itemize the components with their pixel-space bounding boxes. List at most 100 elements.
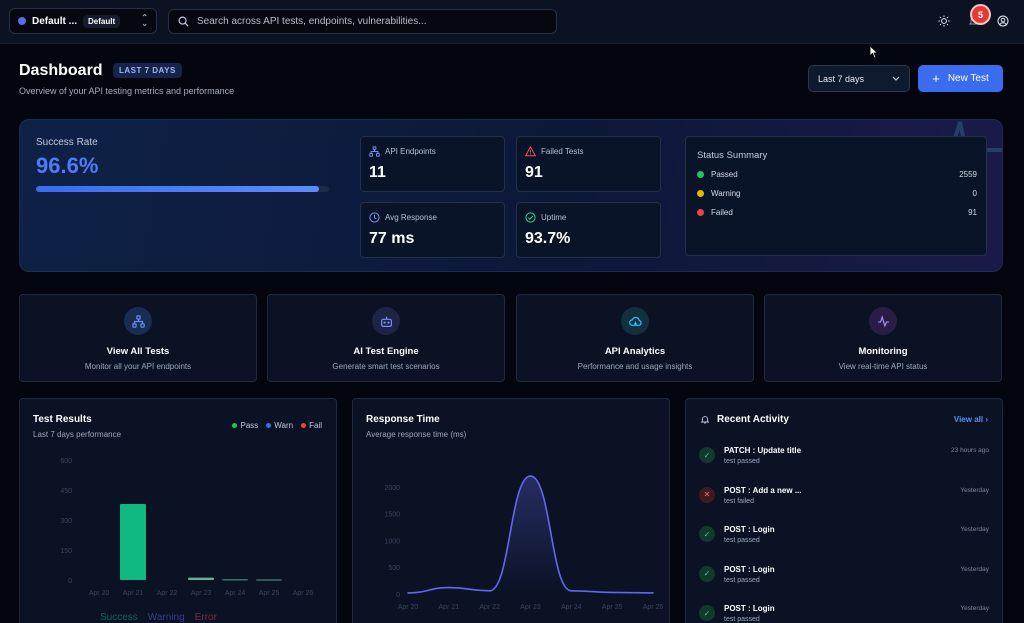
bar (120, 504, 146, 580)
status-dot (697, 190, 704, 197)
response-time-title: Response Time (366, 414, 440, 425)
activity-item[interactable]: ✓ POST : Login test passed Yesterday (699, 602, 989, 623)
network-icon (369, 146, 380, 157)
x-tick-label: Apr 24 (561, 604, 582, 611)
warning-triangle-icon (525, 146, 536, 157)
x-tick-label: Apr 26 (643, 604, 664, 611)
status-summary-title: Status Summary (697, 150, 768, 161)
activity-title: PATCH : Update title (724, 446, 802, 455)
x-icon: ✕ (699, 486, 715, 503)
page-subtitle: Overview of your API testing metrics and… (19, 86, 235, 96)
action-title: View All Tests (106, 346, 170, 357)
status-count: 2559 (959, 170, 977, 179)
activity-item[interactable]: ✓ POST : Login test passed Yesterday (699, 523, 989, 553)
bar (256, 579, 282, 581)
cursor-icon (869, 45, 879, 59)
status-label: Warning (711, 189, 741, 198)
search-input[interactable] (197, 16, 537, 27)
response-time-chart: 0 500 1000 1500 2000 Apr 20 Apr 21 Apr 22 Apr 23… (384, 475, 664, 611)
success-rate-value: 96.6% (36, 153, 99, 178)
test-results-legend: Pass Warn Fail (232, 421, 322, 430)
bar (188, 577, 214, 580)
x-tick-label: Apr 22 (479, 604, 500, 611)
bar (222, 579, 248, 581)
test-results-title: Test Results (33, 414, 92, 425)
metric-label: Uptime (541, 213, 567, 222)
x-tick-label: Apr 22 (157, 590, 178, 597)
x-tick-label: Apr 21 (439, 604, 460, 611)
activity-status: test passed (724, 616, 760, 623)
legend-pass[interactable]: Pass (232, 421, 258, 430)
activity-title: POST : Login (724, 604, 775, 613)
chevron-right-icon: › (985, 415, 988, 424)
metric-failed-tests: Failed Tests 91 (516, 136, 661, 192)
action-view-all-tests[interactable]: View All Tests Monitor all your API endp… (19, 294, 257, 382)
range-pill: LAST 7 DAYS (113, 63, 182, 78)
x-tick-label: Apr 23 (191, 590, 212, 597)
action-monitoring[interactable]: Monitoring View real-time API status (764, 294, 1002, 382)
status-label: Passed (711, 170, 738, 179)
action-title: Monitoring (858, 346, 908, 357)
legend-warn[interactable]: Warn (266, 421, 293, 430)
activity-title: POST : Add a new ... (724, 485, 802, 495)
metric-value: 77 ms (369, 230, 415, 247)
success-rate-label: Success Rate (36, 137, 98, 148)
activity-title: POST : Login (724, 525, 775, 534)
legend-fail[interactable]: Fail (301, 421, 322, 430)
test-results-panel: Test Results Last 7 days performance Pas… (19, 398, 337, 623)
check-icon: ✓ (699, 447, 715, 463)
activity-time: Yesterday (960, 565, 989, 573)
activity-item[interactable]: ✓ POST : Login test passed Yesterday (699, 563, 989, 593)
action-desc: View real-time API status (838, 362, 928, 371)
view-all-link[interactable]: View all › (954, 415, 988, 424)
activity-icon (869, 307, 897, 335)
metric-label: Avg Response (385, 213, 437, 222)
data-point (570, 589, 573, 592)
check-icon: ✓ (699, 605, 715, 621)
recent-activity-panel: Recent Activity View all › ✓ PATCH : Upda… (685, 398, 1003, 623)
action-desc: Monitor all your API endpoints (84, 362, 192, 371)
status-row-passed: Passed 2559 (697, 170, 977, 179)
y-tick-label: 1000 (384, 538, 400, 545)
activity-item[interactable]: ✓ PATCH : Update title test passed 23 hours… (699, 444, 989, 474)
activity-time: Yesterday (960, 605, 989, 612)
sun-icon[interactable] (936, 13, 952, 29)
bottom-legend-success: Success (100, 612, 138, 623)
activity-status: test passed (724, 458, 760, 465)
recent-activity-title: Recent Activity (717, 414, 789, 425)
search-box[interactable] (168, 9, 557, 34)
date-range-select[interactable]: Last 7 days (808, 65, 910, 92)
x-tick-label: Apr 21 (123, 590, 144, 597)
metric-api-endpoints: API Endpoints 11 (360, 136, 505, 192)
y-tick-label: 0 (68, 578, 72, 585)
metric-label: Failed Tests (541, 147, 584, 156)
robot-icon (372, 307, 400, 335)
workspace-badge: Default (83, 14, 121, 28)
cloud-icon (621, 307, 649, 335)
y-tick-label: 1500 (384, 512, 400, 519)
user-circle-icon[interactable] (995, 13, 1011, 29)
check-circle-icon (525, 212, 536, 223)
action-api-analytics[interactable]: API Analytics Performance and usage insi… (516, 294, 754, 382)
search-icon (178, 16, 189, 27)
action-desc: Performance and usage insights (577, 362, 693, 371)
status-dot (697, 171, 704, 178)
status-label: Failed (711, 208, 733, 217)
data-point (652, 592, 654, 594)
bell-icon (700, 416, 710, 424)
action-ai-test-engine[interactable]: AI Test Engine Generate smart test scena… (267, 294, 505, 382)
success-rate-bar (36, 186, 329, 192)
new-test-button[interactable]: + New Test (918, 65, 1003, 92)
chevron-updown-icon: ⌃ ⌄ (141, 13, 148, 28)
activity-status: test failed (724, 497, 754, 505)
activity-item[interactable]: ✕ POST : Add a new ... test failed Yesterda… (699, 484, 989, 514)
notification-badge[interactable]: 5 (972, 6, 989, 23)
workspace-selector[interactable]: Default ... Default ⌃ ⌄ (9, 8, 157, 34)
metric-label: API Endpoints (385, 147, 436, 156)
test-results-subtitle: Last 7 days performance (33, 430, 122, 439)
status-count: 91 (968, 208, 977, 217)
y-tick-label: 0 (396, 592, 400, 599)
action-title: API Analytics (604, 346, 666, 357)
y-tick-label: 300 (60, 518, 72, 525)
activity-status: test passed (724, 537, 760, 544)
